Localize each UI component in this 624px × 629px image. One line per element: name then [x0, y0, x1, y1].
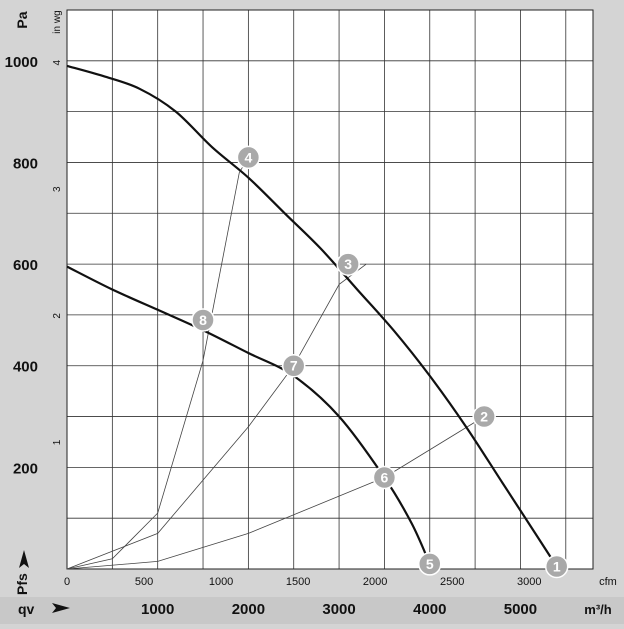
x-tick-m3h: 1000: [141, 601, 174, 618]
operating-point-label: 5: [426, 556, 434, 572]
x-tick-m3h: 3000: [322, 601, 355, 618]
x-tick-cfm: 1500: [286, 576, 310, 588]
operating-point-marker: [472, 404, 496, 429]
y-tick-inwg: 3: [52, 186, 63, 192]
operating-point-marker: [336, 252, 360, 276]
x-tick-m3h: 4000: [413, 601, 446, 618]
x-axis-arrow-icon: [52, 603, 70, 613]
y-axis-unit-pa: Pa: [14, 11, 30, 28]
operating-point-label: 1: [553, 558, 561, 574]
system-curve: [66, 416, 485, 570]
operating-point-marker: [281, 353, 306, 378]
fan-curve: [66, 64, 558, 568]
y-tick-pa: 200: [13, 460, 38, 477]
y-tick-pa: 1000: [5, 54, 38, 71]
x-axis-unit-cfm: cfm: [599, 576, 617, 588]
x-tick-cfm: 2000: [363, 576, 387, 588]
y-tick-pa: 400: [13, 359, 38, 376]
x-tick-cfm: 500: [135, 576, 153, 588]
operating-point-label: 6: [381, 470, 389, 486]
operating-point-marker: [544, 554, 569, 579]
operating-point-marker: [372, 465, 397, 490]
x-tick-cfm: 1000: [209, 576, 233, 588]
operating-point-label: 8: [199, 312, 207, 328]
x-axis-symbol: qv: [18, 601, 35, 617]
x-tick-cfm: 3000: [517, 576, 541, 588]
operating-point-label: 3: [344, 256, 352, 272]
y-tick-inwg: 1: [52, 439, 63, 445]
operating-point-label: 7: [290, 358, 298, 374]
y-tick-inwg: 4: [52, 59, 63, 65]
y-axis-arrow-icon: [19, 550, 29, 568]
plot-area: [67, 10, 593, 569]
operating-point-marker: [418, 552, 442, 576]
x-tick-cfm: 2500: [440, 576, 464, 588]
operating-point-marker: [236, 145, 261, 170]
operating-point-label: 4: [244, 149, 252, 165]
bottom-axis-band: [0, 597, 624, 624]
x-axis-unit-m3h: m³/h: [584, 602, 612, 617]
y-tick-inwg: 2: [52, 313, 63, 319]
operating-point-label: 2: [480, 409, 488, 425]
operating-point-marker: [191, 308, 215, 332]
fan-curve: [66, 265, 431, 565]
y-axis-symbol: Pfs: [14, 573, 30, 595]
system-curve: [66, 263, 367, 570]
y-tick-pa: 600: [13, 257, 38, 274]
x-tick-m3h: 2000: [232, 601, 265, 618]
x-tick-m3h: 5000: [504, 601, 537, 618]
y-tick-pa: 800: [13, 155, 38, 172]
x-tick-cfm: 0: [64, 576, 70, 588]
y-axis-unit-inwg: in wg: [52, 10, 63, 33]
plot-frame: [66, 9, 594, 570]
